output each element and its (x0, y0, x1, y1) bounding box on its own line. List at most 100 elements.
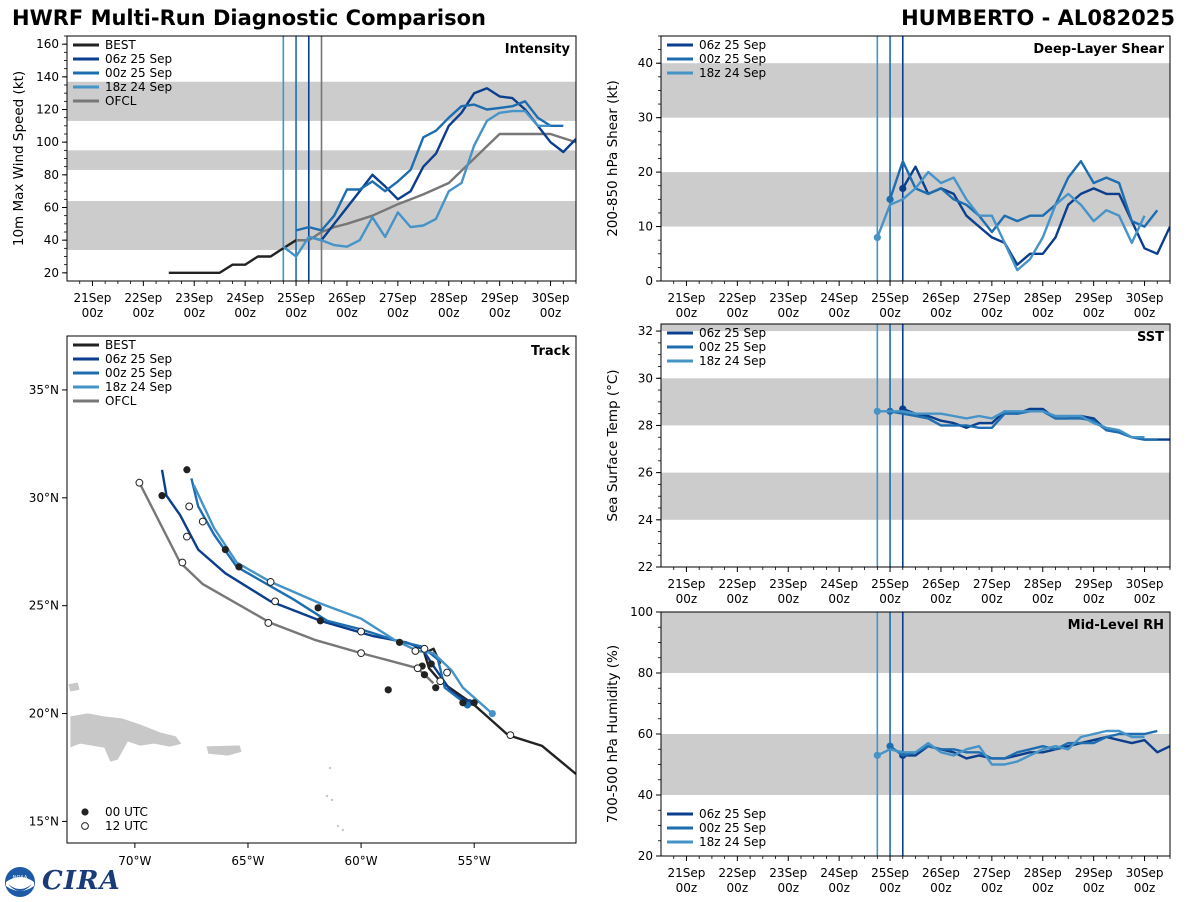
point-00utc (459, 699, 467, 707)
x-tick-label-hour: 00z (82, 306, 104, 320)
track-18z-24-sep (192, 484, 494, 715)
storm-name: HUMBERTO - AL082025 (901, 6, 1175, 30)
x-tick-label-hour: 00z (930, 881, 952, 895)
x-tick-label-hour: 00z (930, 592, 952, 606)
legend-label-18z-24-sep: 18z 24 Sep (105, 80, 172, 94)
y-tick-label: 40 (638, 56, 653, 70)
x-tick-label: 65°W (231, 854, 264, 868)
point-00utc (314, 604, 322, 612)
x-tick-label-day: 25Sep (277, 291, 315, 305)
x-tick-label-day: 28Sep (1024, 291, 1062, 305)
x-tick-label-hour: 00z (1134, 592, 1156, 606)
panel-sst: 22242628303221Sep00z22Sep00z23Sep00z24Se… (605, 323, 1171, 606)
legend-label-00z-25-sep: 00z 25 Sep (699, 52, 766, 66)
x-tick-label-day: 27Sep (973, 291, 1011, 305)
panel-frame (66, 335, 577, 844)
island-4 (340, 828, 345, 833)
y-tick-label: 15°N (29, 814, 59, 828)
y-tick-label: 32 (638, 324, 653, 338)
x-tick-label-hour: 00z (540, 306, 562, 320)
point-12utc (178, 558, 187, 567)
y-tick-label: 40 (638, 788, 653, 802)
legend-label-best: BEST (105, 38, 136, 52)
legend-label-18z-24-sep: 18z 24 Sep (699, 66, 766, 80)
y-tick-label: 35°N (29, 383, 59, 397)
series-00z-25-sep (888, 159, 1159, 234)
x-tick-label-day: 28Sep (430, 291, 468, 305)
x-tick-label-hour: 00z (1083, 306, 1105, 320)
y-tick-label: 60 (638, 727, 653, 741)
point-00utc (432, 684, 440, 692)
x-tick-label-hour: 00z (981, 592, 1003, 606)
legend-label-ofcl: OFCL (105, 94, 137, 108)
point-00utc (395, 638, 404, 646)
point-12utc (182, 532, 191, 541)
x-tick-label-day: 30Sep (1126, 866, 1164, 880)
x-tick-label-day: 21Sep (74, 291, 112, 305)
panel-track: 70°W 65°W 60°W 55°W 15°N 20°N 25°N 30°N 35°N Trac… (29, 335, 577, 868)
x-tick-label-day: 21Sep (668, 577, 706, 591)
init-point-06z-25-sep (899, 184, 907, 193)
series-18z-24-sep (876, 729, 1145, 766)
y-tick-label: 40 (44, 233, 59, 247)
x-tick-label-hour: 00z (438, 306, 460, 320)
x-tick-label-day: 24Sep (226, 291, 264, 305)
y-tick-label: 24 (638, 513, 653, 527)
x-tick-label-hour: 00z (879, 592, 901, 606)
x-tick-label-day: 26Sep (922, 577, 960, 591)
legend-label-best: BEST (105, 338, 136, 352)
init-point-18z-24-sep (873, 407, 881, 415)
legend-label-18z-24-sep: 18z 24 Sep (699, 354, 766, 368)
x-tick-label-day: 29Sep (481, 291, 519, 305)
y-tick-label: 22 (638, 560, 653, 574)
x-tick-label-hour: 00z (676, 592, 698, 606)
y-tick-label: 30 (638, 111, 653, 125)
legend-marker-00utc (81, 808, 89, 816)
y-tick-label: 28 (638, 418, 653, 432)
track-init-18z-24-sep (488, 709, 496, 718)
x-tick-label-day: 22Sep (718, 577, 756, 591)
x-tick-label-day: 23Sep (175, 291, 213, 305)
x-tick-label-day: 22Sep (124, 291, 162, 305)
y-tick-label: 26 (638, 466, 653, 480)
legend-label-00z-25-sep: 00z 25 Sep (699, 821, 766, 835)
noaa-badge-text: NOAA (13, 875, 28, 881)
x-tick-label-hour: 00z (183, 306, 205, 320)
plot-area (67, 466, 576, 833)
y-tick-label: 30°N (29, 491, 59, 505)
x-tick-label-day: 27Sep (973, 866, 1011, 880)
point-12utc (443, 668, 451, 677)
x-tick-label-hour: 00z (777, 881, 799, 895)
x-tick-label-hour: 00z (489, 306, 511, 320)
legend-label-18z-24-sep: 18z 24 Sep (105, 380, 172, 394)
x-tick-label-day: 23Sep (769, 291, 807, 305)
x-tick-label-day: 23Sep (769, 866, 807, 880)
x-tick-label-day: 21Sep (668, 866, 706, 880)
x-tick-label-day: 27Sep (379, 291, 417, 305)
x-tick-label-hour: 00z (828, 306, 850, 320)
figure-title: HWRF Multi-Run Diagnostic Comparison (12, 6, 487, 30)
x-tick-label-hour: 00z (828, 881, 850, 895)
y-tick-label: 140 (36, 70, 59, 84)
panel-intensity: 2040608010012014016021Sep00z22Sep00z23Se… (11, 35, 577, 320)
point-12utc (185, 502, 194, 511)
band-1 (661, 612, 1170, 673)
legend-label-06z-25-sep: 06z 25 Sep (105, 352, 172, 366)
x-tick-label-hour: 00z (676, 881, 698, 895)
plot-area (661, 36, 1170, 281)
y-tick-label: 20°N (29, 707, 59, 721)
series-18z-24-sep (282, 109, 551, 258)
x-tick-label-hour: 00z (1032, 306, 1054, 320)
panel-title: Track (531, 344, 570, 359)
legend-label-00z-25-sep: 00z 25 Sep (699, 340, 766, 354)
y-tick-label: 120 (36, 103, 59, 117)
x-tick-label-day: 26Sep (922, 291, 960, 305)
y-axis-label: 200-850 hPa Shear (kt) (605, 80, 621, 237)
x-tick-label-hour: 00z (1083, 592, 1105, 606)
point-00utc (420, 671, 429, 679)
x-tick-label-hour: 00z (1032, 592, 1054, 606)
y-axis-label: 700-500 hPa Humidity (%) (605, 645, 621, 823)
point-00utc (316, 617, 324, 625)
point-12utc (420, 644, 429, 653)
